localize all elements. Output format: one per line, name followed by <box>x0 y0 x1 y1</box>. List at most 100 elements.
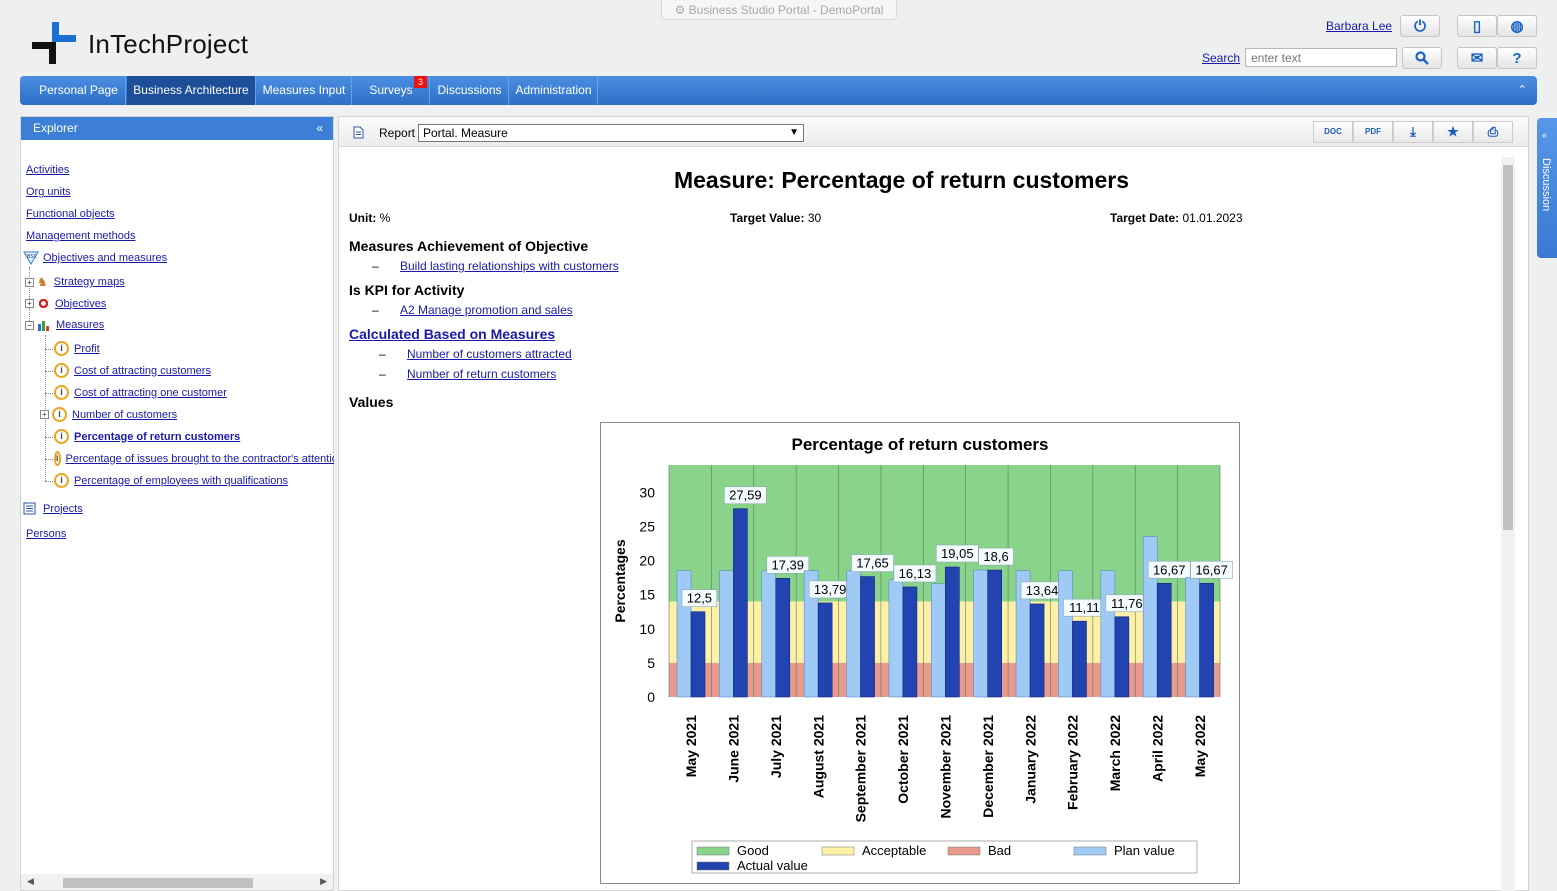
calc-link[interactable]: Number of customers attracted <box>407 347 572 361</box>
export-pdf-button[interactable]: PDF <box>1353 121 1393 143</box>
menu-business-architecture[interactable]: Business Architecture <box>127 76 256 105</box>
export-doc-button[interactable]: DOC <box>1313 121 1353 143</box>
explorer-collapse-icon[interactable]: « <box>316 121 323 135</box>
tree-label[interactable]: Activities <box>26 164 70 176</box>
menu-collapse-icon[interactable]: ⌃ <box>1517 84 1527 96</box>
menu-administration[interactable]: Administration <box>510 76 598 105</box>
y-tick-label: 25 <box>639 518 655 534</box>
tree-label[interactable]: Functional objects <box>26 208 115 220</box>
explorer-horizontal-scrollbar[interactable]: ◀ ▶ <box>21 874 333 890</box>
search-button[interactable] <box>1402 47 1442 69</box>
expand-icon[interactable]: + <box>25 277 34 287</box>
x-tick-label: October 2021 <box>895 715 911 804</box>
measure-icon: i <box>54 385 69 400</box>
tree-item-percentage-of-issues[interactable]: i Percentage of issues brought to the con… <box>54 451 334 466</box>
download-button[interactable]: ⤓ <box>1393 121 1433 143</box>
tree-item-number-of-customers[interactable]: + i Number of customers <box>40 407 177 422</box>
x-tick-label: May 2021 <box>683 715 699 777</box>
scroll-left-icon[interactable]: ◀ <box>27 876 34 886</box>
tree-item-strategy-maps[interactable]: + ♞ Strategy maps <box>25 275 125 289</box>
mobile-version-button[interactable]: ▯ <box>1457 15 1497 37</box>
mail-button[interactable]: ✉ <box>1457 47 1497 69</box>
tree-item-percentage-of-employees[interactable]: i Percentage of employees with qualificat… <box>54 473 288 488</box>
y-tick-label: 30 <box>639 484 655 500</box>
legend-label: Good <box>737 843 769 858</box>
tree-label[interactable]: Percentage of return customers <box>74 430 241 443</box>
tree-label[interactable]: Cost of attracting customers <box>74 364 211 377</box>
tree-item-cost-of-attracting-customers[interactable]: i Cost of attracting customers <box>54 363 211 378</box>
legend-label: Plan value <box>1114 843 1175 858</box>
tree-label[interactable]: Management methods <box>26 230 136 242</box>
tree-item-org-units[interactable]: Org units <box>26 186 71 198</box>
x-tick-label: July 2021 <box>768 715 784 778</box>
help-button[interactable]: ? <box>1497 47 1537 69</box>
menu-discussions[interactable]: Discussions <box>431 76 509 105</box>
tree-label[interactable]: Profit <box>74 342 100 355</box>
tree-line <box>45 371 55 372</box>
search-link[interactable]: Search <box>1202 51 1241 65</box>
tree-line <box>45 437 55 438</box>
tree-item-objectives[interactable]: + Objectives <box>25 297 106 310</box>
star-icon: ★ <box>1447 124 1459 139</box>
menu-surveys[interactable]: Surveys <box>353 76 430 105</box>
tree-label[interactable]: Number of customers <box>72 408 178 421</box>
plan-bar <box>931 583 946 698</box>
tree-item-projects[interactable]: Projects <box>23 502 83 515</box>
tree-label[interactable]: Cost of attracting one customer <box>74 386 227 399</box>
data-label: 17,39 <box>771 557 804 572</box>
explorer-panel: Explorer « Activities Org units Function… <box>20 116 334 891</box>
menu-measures-input[interactable]: Measures Input <box>257 76 352 105</box>
discussion-tab[interactable]: « Discussion <box>1537 118 1557 258</box>
print-button[interactable]: ⎙ <box>1473 121 1513 143</box>
target-date-info: Target Date: 01.01.2023 <box>1110 211 1243 225</box>
search-input[interactable] <box>1245 48 1397 67</box>
expand-icon[interactable]: + <box>40 410 49 419</box>
tree-label[interactable]: Persons <box>26 528 67 540</box>
scrollbar-thumb[interactable] <box>1503 165 1513 530</box>
tree-item-activities[interactable]: Activities <box>26 164 69 176</box>
scrollbar-thumb[interactable] <box>63 878 253 888</box>
content-vertical-scrollbar[interactable] <box>1501 157 1515 891</box>
tree-item-objectives-and-measures[interactable]: BSC Objectives and measures <box>23 251 167 265</box>
menu-personal-page[interactable]: Personal Page <box>32 76 126 105</box>
favorite-button[interactable]: ★ <box>1433 121 1473 143</box>
tree-item-persons[interactable]: Persons <box>26 528 66 540</box>
expand-icon[interactable]: + <box>25 299 34 308</box>
tree-item-functional-objects[interactable]: Functional objects <box>26 208 115 220</box>
data-label: 12,5 <box>687 591 712 606</box>
tree-item-cost-of-attracting-one-customer[interactable]: i Cost of attracting one customer <box>54 385 227 400</box>
tree-label[interactable]: Projects <box>43 502 83 515</box>
tree-label[interactable]: Percentage of employees with qualificati… <box>74 474 289 487</box>
calc-link[interactable]: Number of return customers <box>407 367 557 381</box>
report-select[interactable]: Portal. Measure ▼ <box>418 124 804 142</box>
tree-item-management-methods[interactable]: Management methods <box>26 230 135 242</box>
tree-label[interactable]: Strategy maps <box>53 276 125 288</box>
chart-title: Percentage of return customers <box>792 435 1049 454</box>
section-calculated-link[interactable]: Calculated Based on Measures <box>349 326 556 342</box>
tree-label[interactable]: Objectives and measures <box>43 252 168 264</box>
tree-label[interactable]: Org units <box>26 186 71 198</box>
logout-button[interactable]: ⏻ <box>1400 15 1440 37</box>
tree-label[interactable]: Percentage of issues brought to the cont… <box>65 452 334 465</box>
tree-item-measures[interactable]: − Measures <box>25 319 104 331</box>
y-tick-label: 15 <box>639 587 655 603</box>
objective-link[interactable]: Build lasting relationships with custome… <box>400 259 619 273</box>
data-label-box <box>851 554 894 572</box>
tree-item-profit[interactable]: i Profit <box>54 341 100 356</box>
target-icon <box>37 297 50 310</box>
plan-bar <box>719 570 734 698</box>
user-name-link[interactable]: Barbara Lee <box>1326 19 1393 33</box>
data-label-box <box>936 544 979 563</box>
x-tick-label: December 2021 <box>980 715 996 818</box>
y-tick-label: 10 <box>639 621 655 637</box>
tree-label[interactable]: Measures <box>56 319 105 331</box>
target-date-label: Target Date: <box>1110 211 1180 225</box>
logo[interactable]: InTechProject <box>32 22 248 66</box>
language-button[interactable]: ◍ <box>1497 15 1537 37</box>
tree-item-percentage-of-return-customers[interactable]: i Percentage of return customers <box>54 429 240 444</box>
collapse-icon[interactable]: − <box>25 320 34 330</box>
x-tick-label: September 2021 <box>853 715 869 823</box>
tree-label[interactable]: Objectives <box>55 297 107 310</box>
scroll-right-icon[interactable]: ▶ <box>320 876 327 886</box>
kpi-link[interactable]: A2 Manage promotion and sales <box>400 303 573 317</box>
